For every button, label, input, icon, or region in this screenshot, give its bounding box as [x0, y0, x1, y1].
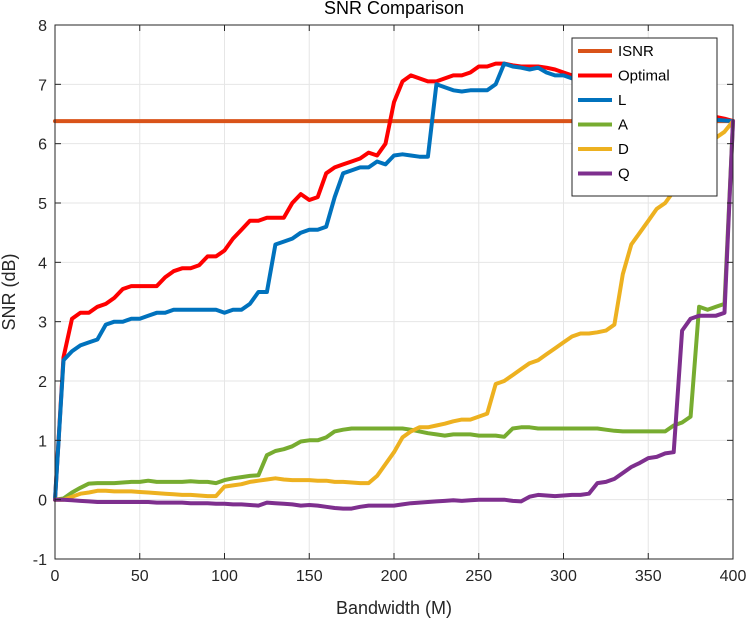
y-tick-label: 3 [38, 315, 47, 332]
legend-box[interactable] [571, 37, 718, 197]
y-tick-label: 4 [38, 255, 47, 272]
y-tick-label: 0 [38, 493, 47, 510]
y-tick-label: 2 [38, 374, 47, 391]
y-tick-label: 6 [38, 137, 47, 154]
series-line-a [53, 119, 735, 502]
y-axis-label: SNR (dB) [0, 253, 19, 330]
series-line-q [53, 119, 735, 511]
y-tick-label: 1 [38, 433, 47, 450]
y-tick-label: -1 [33, 552, 47, 569]
legend-label-l: L [618, 92, 626, 109]
x-tick-label: 400 [720, 568, 747, 585]
series-line-d [53, 119, 735, 502]
legend-label-optimal: Optimal [618, 68, 670, 85]
legend-label-a: A [618, 117, 628, 134]
x-tick-label: 50 [131, 568, 149, 585]
x-axis-label: Bandwidth (M) [336, 598, 452, 618]
y-tick-label: 8 [38, 18, 47, 35]
x-tick-label: 100 [211, 568, 238, 585]
x-tick-label: 250 [465, 568, 492, 585]
x-tick-label: 150 [296, 568, 323, 585]
legend-label-q: Q [618, 166, 630, 183]
x-tick-label: 350 [635, 568, 662, 585]
y-tick-label: 7 [38, 77, 47, 94]
y-tick-label: 5 [38, 196, 47, 213]
x-tick-label: 300 [550, 568, 577, 585]
x-tick-label: 0 [51, 568, 60, 585]
legend-label-isnr: ISNR [618, 43, 654, 60]
legend-label-d: D [618, 141, 629, 158]
x-tick-label: 200 [381, 568, 408, 585]
chart-title: SNR Comparison [324, 0, 464, 18]
